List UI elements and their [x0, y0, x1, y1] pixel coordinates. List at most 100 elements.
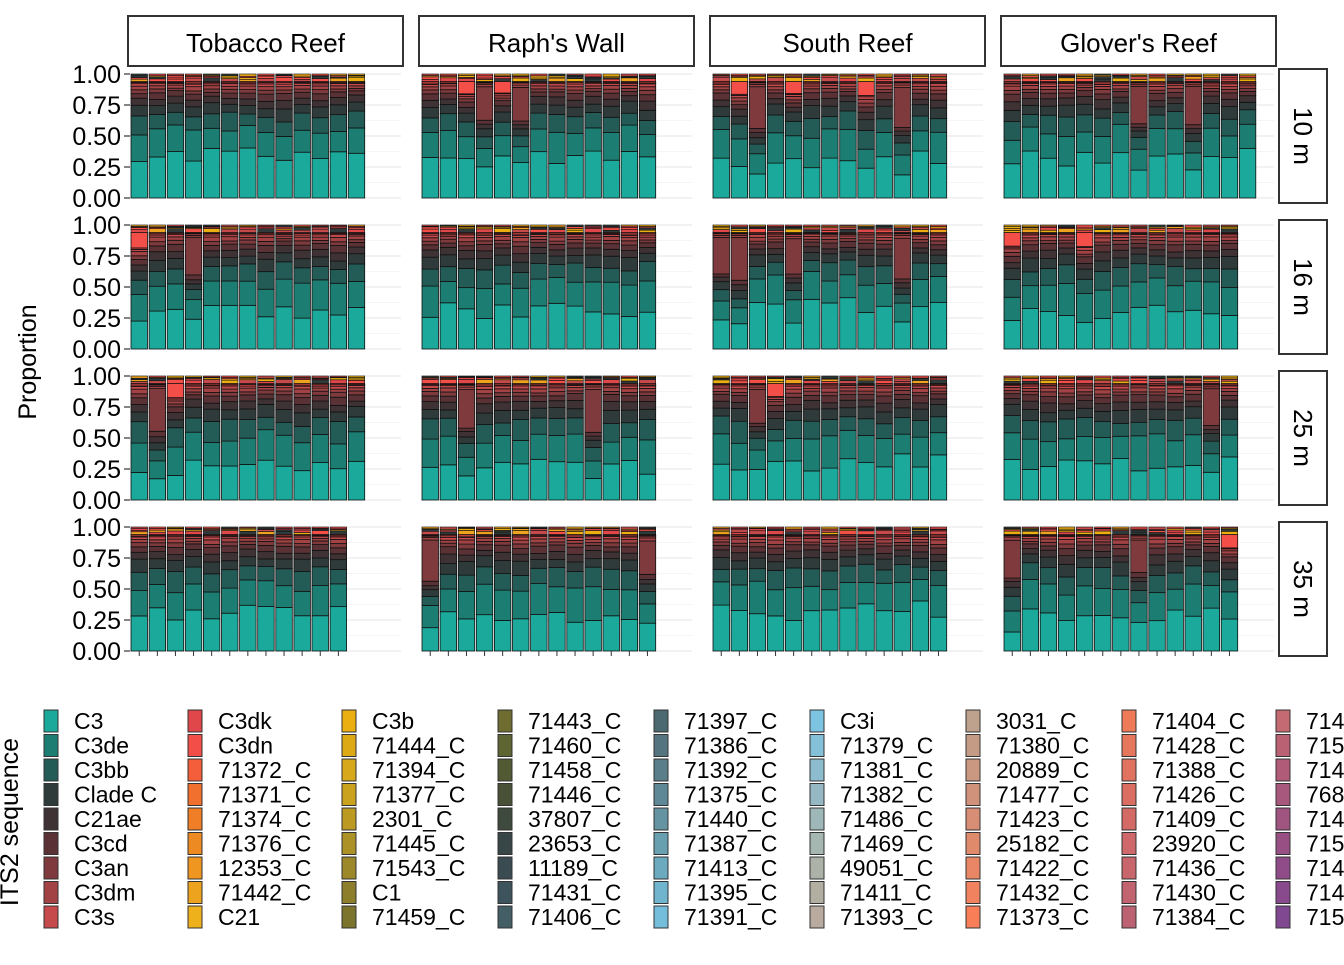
- bar-segment: [840, 459, 857, 500]
- bar-segment: [767, 402, 784, 406]
- bar-segment: [422, 257, 439, 269]
- bar-segment: [348, 417, 365, 432]
- bar-segment: [621, 543, 638, 547]
- bar-segment: [1113, 78, 1130, 81]
- bar-segment: [1095, 539, 1112, 542]
- legend-swatch: [342, 710, 356, 732]
- bar-segment: [131, 90, 148, 94]
- bar-segment: [804, 388, 821, 391]
- bar-segment: [912, 105, 929, 116]
- legend-swatch: [342, 735, 356, 757]
- bar-segment: [1022, 105, 1039, 114]
- bar-segment: [731, 109, 748, 116]
- bar-segment: [731, 376, 748, 377]
- legend-label: C3dm: [74, 880, 135, 906]
- bar-segment: [476, 124, 493, 129]
- bar-segment: [330, 380, 347, 384]
- bar-segment: [1131, 237, 1148, 240]
- bar-segment: [258, 229, 275, 233]
- bar-segment: [1203, 572, 1220, 586]
- bar-segment: [1239, 74, 1256, 76]
- bar-segment: [1185, 530, 1202, 532]
- bar-segment: [222, 305, 239, 349]
- bar-segment: [1221, 225, 1238, 226]
- stacked-bar: [785, 527, 802, 651]
- stacked-bar: [822, 376, 839, 500]
- bar-segment: [440, 90, 457, 93]
- bar-segment: [131, 74, 148, 76]
- bar-segment: [639, 440, 656, 474]
- bar-segment: [476, 379, 493, 383]
- bar-segment: [1203, 608, 1220, 651]
- bar-segment: [930, 264, 947, 277]
- stacked-bar: [603, 74, 620, 198]
- bar-segment: [785, 532, 802, 535]
- bar-segment: [804, 439, 821, 471]
- bar-segment: [1022, 241, 1039, 245]
- bar-segment: [531, 539, 548, 543]
- bar-segment: [131, 552, 148, 559]
- bar-segment: [549, 86, 566, 89]
- bar-segment: [621, 437, 638, 460]
- bar-segment: [276, 537, 293, 540]
- legend-swatch: [44, 906, 58, 928]
- bar-segment: [549, 97, 566, 105]
- bar-segment: [276, 410, 293, 423]
- bar-segment: [930, 237, 947, 241]
- bar-segment: [1167, 410, 1184, 420]
- bar-segment: [476, 398, 493, 404]
- bar-segment: [1203, 547, 1220, 553]
- bar-segment: [440, 527, 457, 529]
- bar-segment: [749, 423, 766, 426]
- bar-segment: [858, 555, 875, 565]
- bar-segment: [330, 78, 347, 81]
- legend-swatch: [966, 759, 980, 781]
- bar-segment: [822, 263, 839, 281]
- bar-segment: [731, 530, 748, 533]
- stacked-bar: [167, 376, 184, 500]
- stacked-bar: [276, 376, 293, 500]
- bar-segment: [531, 254, 548, 264]
- bar-segment: [294, 241, 311, 245]
- bar-segment: [422, 586, 439, 590]
- bar-segment: [1185, 418, 1202, 435]
- bar-segment: [240, 125, 257, 147]
- bar-segment: [240, 392, 257, 395]
- bar-segment: [185, 300, 202, 320]
- bar-segment: [330, 421, 347, 443]
- bar-segment: [930, 245, 947, 250]
- bar-segment: [1239, 88, 1256, 91]
- bar-segment: [131, 321, 148, 349]
- bar-segment: [1076, 152, 1093, 198]
- bar-segment: [876, 403, 893, 412]
- legend-swatch: [188, 857, 202, 879]
- bar-segment: [1022, 251, 1039, 258]
- bar-segment: [458, 476, 475, 500]
- bar-segment: [1058, 89, 1075, 93]
- bar-segment: [858, 564, 875, 582]
- bar-segment: [567, 540, 584, 543]
- legend-label: C3b: [372, 708, 414, 734]
- bar-segment: [585, 447, 602, 461]
- bar-segment: [858, 313, 875, 349]
- bar-segment: [1040, 542, 1057, 546]
- bar-segment: [603, 391, 620, 394]
- bar-segment: [840, 395, 857, 401]
- bar-segment: [840, 550, 857, 557]
- bar-segment: [785, 397, 802, 404]
- bar-segment: [621, 527, 638, 529]
- bar-segment: [1167, 386, 1184, 389]
- bar-segment: [1221, 249, 1238, 256]
- bar-segment: [1095, 252, 1112, 261]
- bar-segment: [713, 78, 730, 82]
- stacked-bar: [713, 225, 730, 349]
- bar-segment: [894, 228, 911, 230]
- stacked-bar: [858, 225, 875, 349]
- bar-segment: [1131, 410, 1148, 423]
- legend-label: 71386_C: [684, 733, 777, 759]
- bar-segment: [1149, 386, 1166, 389]
- bar-segment: [222, 410, 239, 419]
- bar-segment: [785, 376, 802, 378]
- bar-segment: [167, 407, 184, 413]
- y-tick-label: 0.00: [72, 185, 121, 213]
